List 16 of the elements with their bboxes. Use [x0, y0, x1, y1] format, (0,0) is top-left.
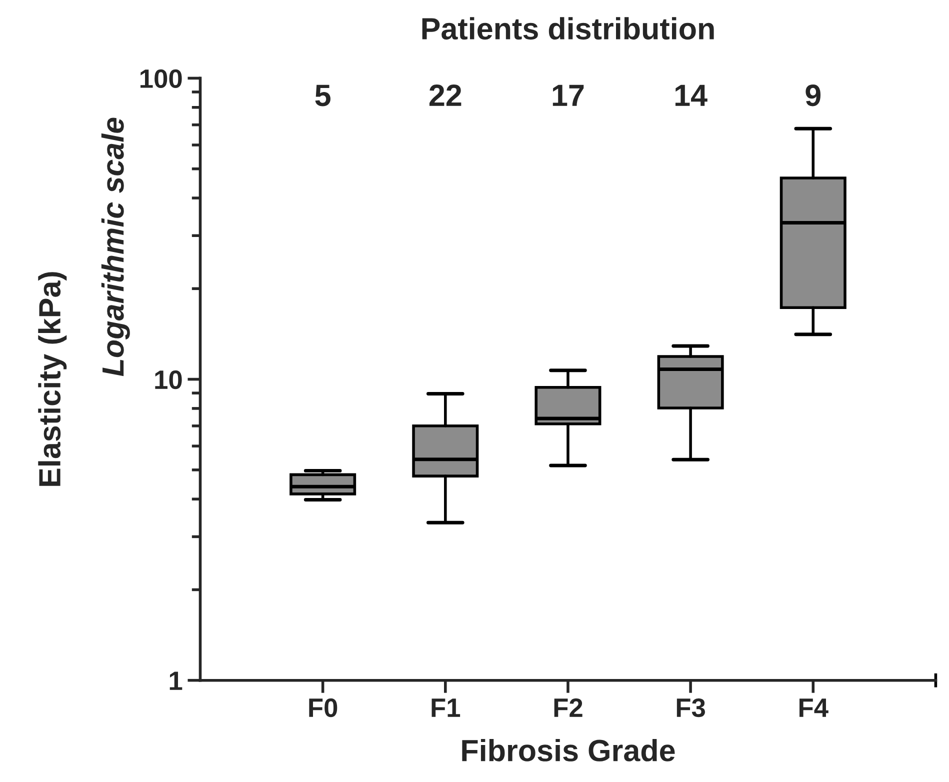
y-tick-label: 1: [170, 672, 182, 690]
y-tick-label: 100: [140, 69, 182, 88]
chart-title: Patients distribution: [422, 17, 714, 40]
x-tick-label: F2: [554, 698, 582, 717]
annotation: 17: [552, 84, 584, 106]
y-axis-title: Elasticity (kPa) Logarithmic scale: [38, 118, 130, 486]
x-axis-title: Fibrosis Grade: [462, 738, 675, 762]
annotation: 22: [429, 84, 462, 106]
annotation: 14: [675, 84, 708, 106]
annotation: 5: [315, 84, 330, 106]
x-tick-label: F4: [800, 698, 828, 717]
x-tick-label: F1: [432, 698, 460, 717]
annotation: 9: [806, 84, 820, 106]
y-tick-label: 10: [155, 370, 182, 390]
x-tick-label: F3: [676, 698, 705, 718]
x-tick-label: F0: [309, 698, 338, 718]
